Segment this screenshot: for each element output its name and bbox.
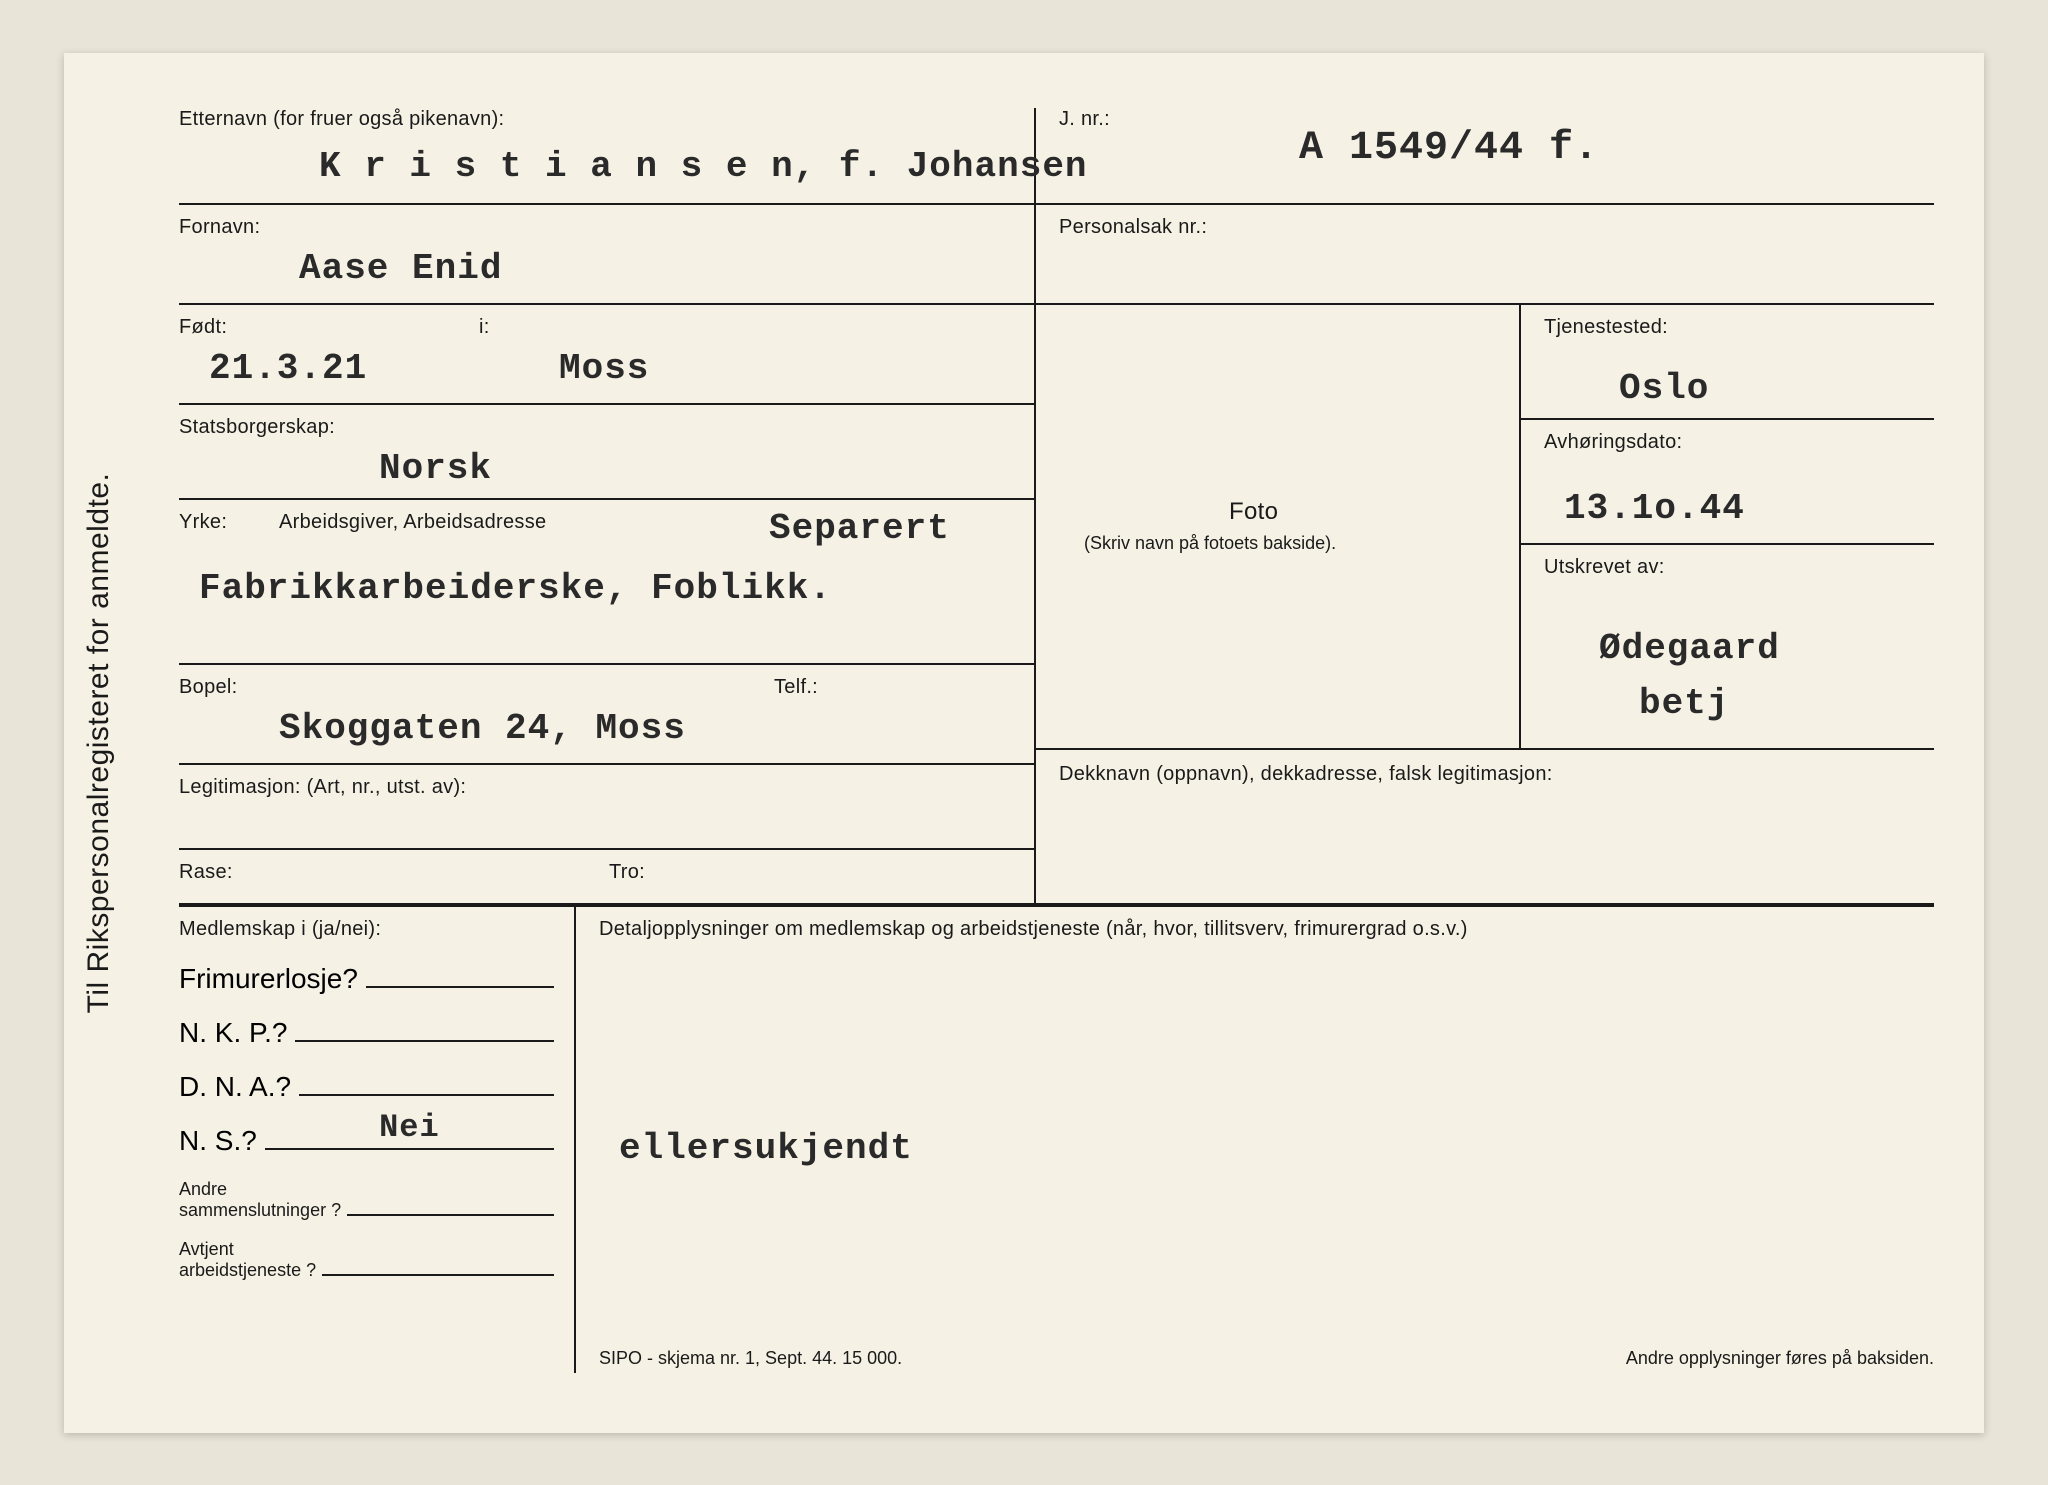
line-born <box>179 403 1034 405</box>
utskrevet-value2: betj <box>1639 683 1729 724</box>
form-area: Etternavn (for fruer også pikenavn): K r… <box>179 108 1934 1393</box>
membership-list: Frimurerlosje? N. K. P.? D. N. A.? N. S.… <box>179 963 554 1281</box>
line-heavy <box>179 903 1934 907</box>
photo-label: Foto <box>1229 498 1278 526</box>
jnr-label: J. nr.: <box>1059 108 1110 131</box>
photo-note: (Skriv navn på fotoets bakside). <box>1084 533 1336 554</box>
personalsak-label: Personalsak nr.: <box>1059 216 1207 239</box>
race-label: Rase: <box>179 861 233 884</box>
line-personalsak <box>1034 303 1934 305</box>
line-avhoring <box>1519 543 1934 545</box>
line-jnr <box>1034 203 1934 205</box>
membership-andre: Andre sammenslutninger ? <box>179 1179 554 1221</box>
line-firstname <box>179 303 1034 305</box>
address-label: Bopel: <box>179 676 238 699</box>
line-tjenestested <box>1519 418 1934 420</box>
citizenship-label: Statsborgerskap: <box>179 416 335 439</box>
footer-form-id: SIPO - skjema nr. 1, Sept. 44. 15 000. <box>599 1348 902 1369</box>
legitimation-label: Legitimasjon: (Art, nr., utst. av): <box>179 776 466 799</box>
membership-avtjent: Avtjent arbeidstjeneste ? <box>179 1239 554 1281</box>
firstname-label: Fornavn: <box>179 216 260 239</box>
form-card: Til Rikspersonalregisteret for anmeldte.… <box>64 53 1984 1433</box>
avhoring-label: Avhøringsdato: <box>1544 431 1682 454</box>
details-header: Detaljopplysninger om medlemskap og arbe… <box>599 918 1468 941</box>
line-surname <box>179 203 1034 205</box>
jnr-value: A 1549/44 f. <box>1299 126 1599 171</box>
firstname-value: Aase Enid <box>299 248 502 289</box>
membership-item-nkp: N. K. P.? <box>179 1017 554 1049</box>
line-address <box>179 763 1034 765</box>
membership-header: Medlemskap i (ja/nei): <box>179 918 381 941</box>
born-date: 21.3.21 <box>209 348 367 389</box>
divider-bottom <box>574 903 576 1373</box>
dekknavn-label: Dekknavn (oppnavn), dekkadresse, falsk l… <box>1059 763 1553 786</box>
avhoring-value: 13.1o.44 <box>1564 488 1745 529</box>
line-photo-bottom <box>1034 748 1934 750</box>
surname-value: K r i s t i a n s e n, f. Johansen <box>319 146 1088 187</box>
tjenestested-value: Oslo <box>1619 368 1709 409</box>
vertical-title: Til Rikspersonalregisteret for anmeldte. <box>82 472 116 1013</box>
utskrevet-label: Utskrevet av: <box>1544 556 1665 579</box>
footer-note: Andre opplysninger føres på baksiden. <box>1626 1348 1934 1369</box>
line-legitimation <box>179 848 1034 850</box>
divider-main <box>1034 108 1036 903</box>
occupation-value: Fabrikkarbeiderske, Foblikk. <box>199 568 832 609</box>
surname-label: Etternavn (for fruer også pikenavn): <box>179 108 504 131</box>
born-label: Født: <box>179 316 227 339</box>
line-citizenship <box>179 498 1034 500</box>
membership-item-ns: N. S.? Nei <box>179 1125 554 1157</box>
membership-item-frimurer: Frimurerlosje? <box>179 963 554 995</box>
divider-photo <box>1519 303 1521 748</box>
religion-label: Tro: <box>609 861 645 884</box>
utskrevet-value1: Ødegaard <box>1599 628 1780 669</box>
occupation-label2: Arbeidsgiver, Arbeidsadresse <box>279 511 546 534</box>
born-place: Moss <box>559 348 649 389</box>
citizenship-value: Norsk <box>379 448 492 489</box>
born-in-label: i: <box>479 316 490 339</box>
tel-label: Telf.: <box>774 676 818 699</box>
details-value: ellersukjendt <box>619 1128 913 1169</box>
occupation-status: Separert <box>769 508 950 549</box>
tjenestested-label: Tjenestested: <box>1544 316 1668 339</box>
address-value: Skoggaten 24, Moss <box>279 708 686 749</box>
line-occupation <box>179 663 1034 665</box>
membership-item-dna: D. N. A.? <box>179 1071 554 1103</box>
occupation-label: Yrke: <box>179 511 227 534</box>
